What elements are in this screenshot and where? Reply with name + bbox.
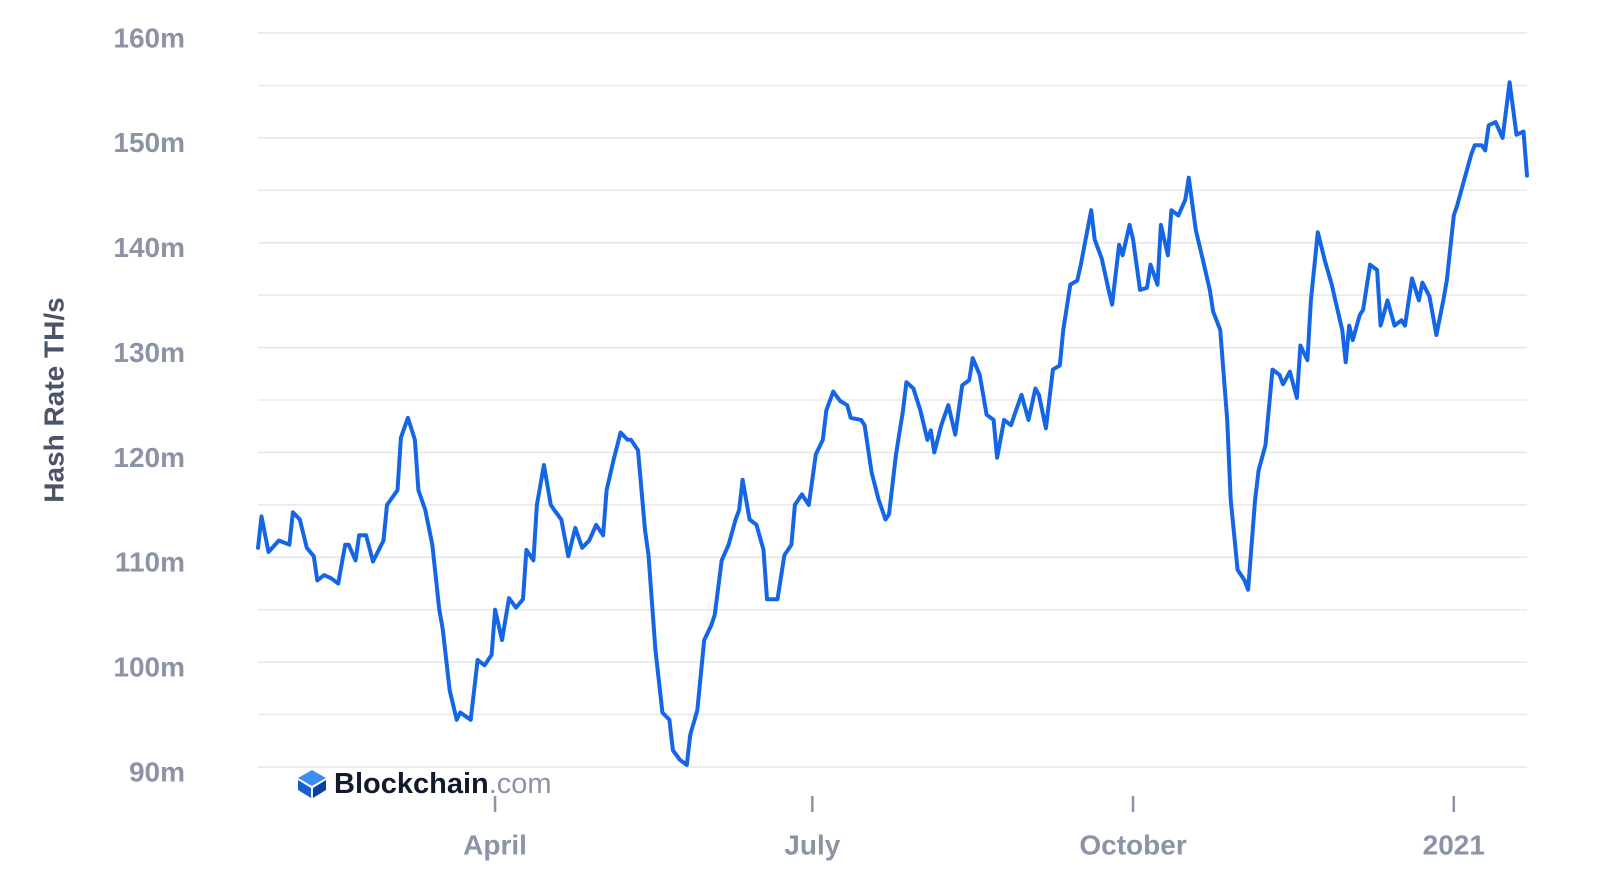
y-tick-label: 90m [129,756,185,787]
x-tick-label: July [784,829,840,860]
y-tick-label: 110m [115,547,185,578]
brand: Blockchain [334,768,489,800]
x-tick-label: April [463,829,527,860]
y-tick-label: 150m [113,127,185,158]
data-line [256,80,1529,767]
watermark-brand: Blockchain.com [334,768,552,800]
watermark: Blockchain.com [298,768,552,800]
x-tick-label: October [1079,829,1186,860]
y-tick-label: 130m [113,337,185,368]
x-tick-label: 2021 [1423,829,1485,860]
domain: .com [489,768,552,800]
logo-top [298,770,326,786]
y-tick-label: 160m [113,22,185,53]
y-axis-title: Hash Rate TH/s [38,297,69,502]
logo-right [313,780,326,798]
y-tick-label: 140m [113,232,185,263]
y-tick-label: 120m [113,442,185,473]
logo-left [298,780,311,798]
y-tick-label: 100m [113,652,185,683]
